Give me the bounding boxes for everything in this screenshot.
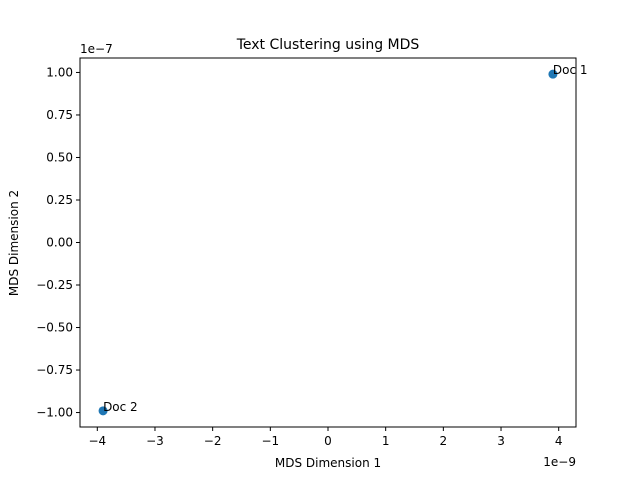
y-tick-label: 0.75	[46, 108, 73, 122]
y-axis-offset-label: 1e−7	[80, 42, 113, 56]
x-tick-label: 0	[324, 434, 332, 448]
y-axis-label: MDS Dimension 2	[7, 190, 21, 296]
x-tick-label: 3	[497, 434, 505, 448]
x-tick-label: −4	[88, 434, 106, 448]
chart-title: Text Clustering using MDS	[236, 37, 420, 53]
data-point	[98, 406, 108, 416]
point-label: Doc 1	[553, 63, 588, 77]
x-tick-label: −2	[204, 434, 222, 448]
data-point	[548, 69, 558, 79]
y-tick-label: 1.00	[46, 65, 73, 79]
x-tick-label: −1	[261, 434, 279, 448]
x-tick-label: 1	[382, 434, 390, 448]
x-tick-label: 4	[555, 434, 563, 448]
y-tick-label: −0.50	[36, 321, 73, 335]
point-label: Doc 2	[103, 400, 138, 414]
y-tick-label: −0.75	[36, 363, 73, 377]
plot-area: −4 −3 −2 −1 0 1 2 3 4 −1.00 −0.75 −0.50 −0.25 0.00 0.2…	[36, 57, 588, 448]
plot-frame	[79, 57, 577, 428]
y-tick-label: 0.50	[46, 150, 73, 164]
x-axis-label: MDS Dimension 1	[275, 456, 381, 470]
x-tick-label: −3	[146, 434, 164, 448]
x-axis-offset-label: 1e−9	[543, 455, 576, 469]
y-tick-label: 0.00	[46, 236, 73, 250]
x-tick-label: 2	[440, 434, 448, 448]
y-tick-label: −0.25	[36, 278, 73, 292]
y-tick-label: 0.25	[46, 193, 73, 207]
y-tick-label: −1.00	[36, 406, 73, 420]
